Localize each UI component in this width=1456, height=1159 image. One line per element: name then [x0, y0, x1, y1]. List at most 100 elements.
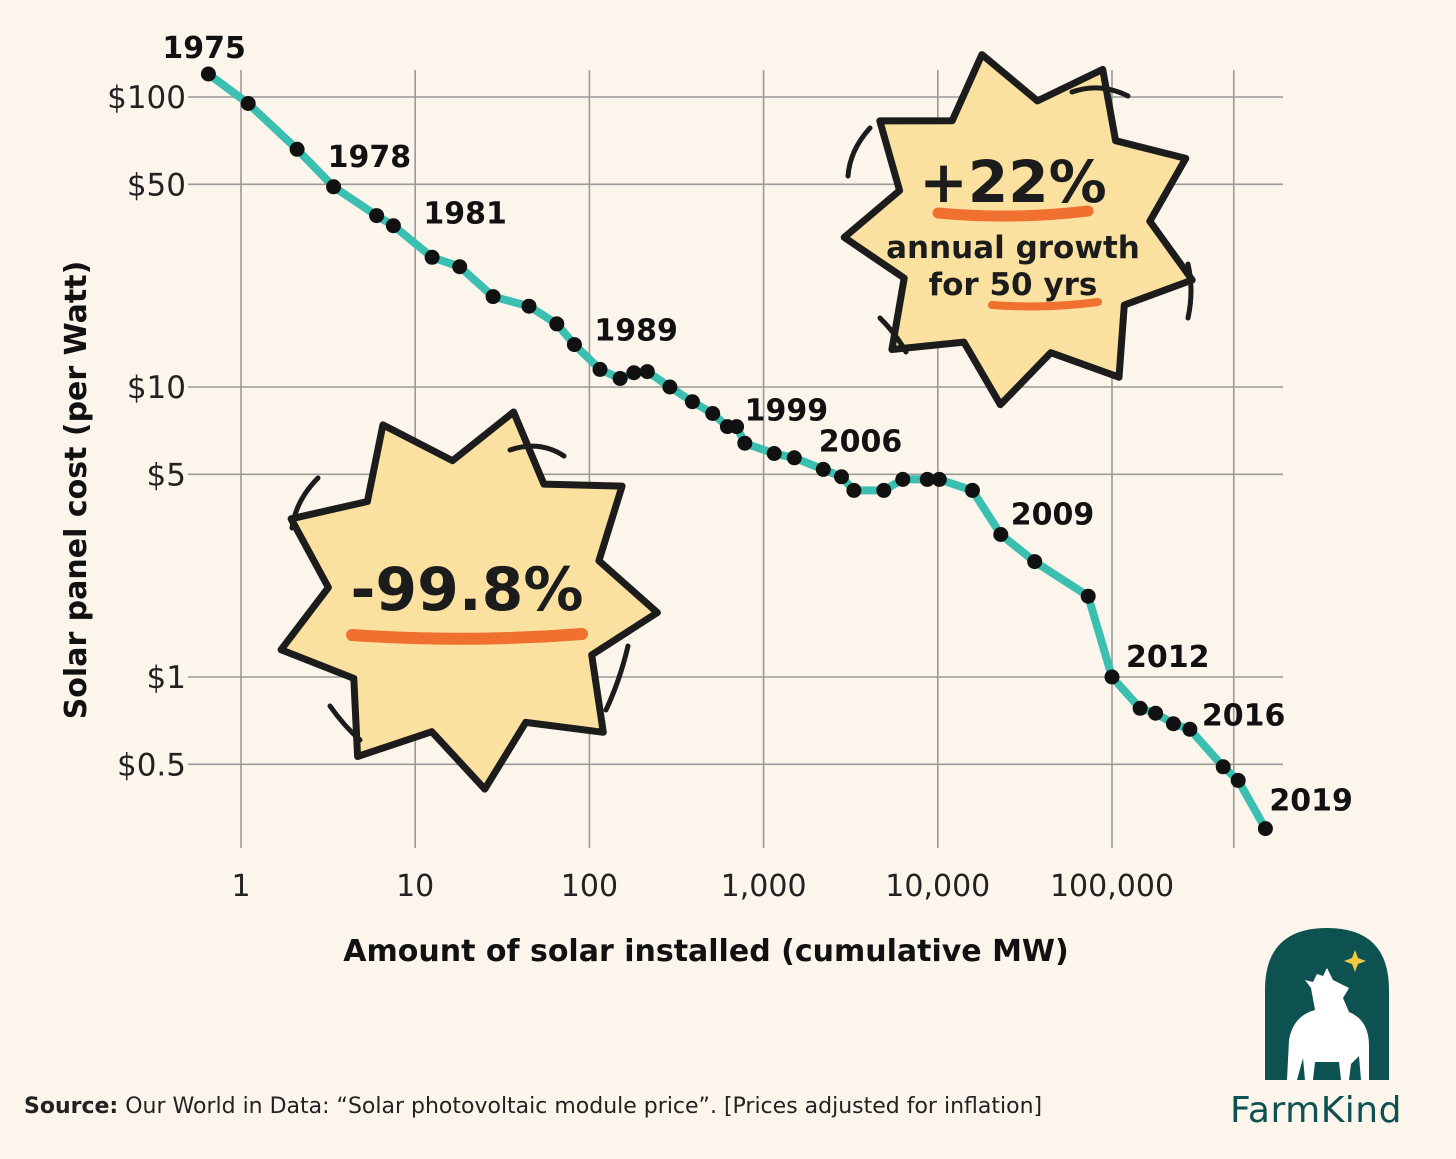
farmkind-logo [1265, 928, 1389, 1080]
growth-burst: +22% annual growth for 50 yrs [840, 51, 1196, 409]
data-point [815, 461, 831, 477]
data-point [639, 364, 655, 380]
growth-value: +22% [919, 148, 1106, 216]
data-point [424, 249, 440, 265]
y-tick-label: $50 [127, 167, 186, 203]
year-label: 1999 [745, 394, 829, 429]
x-tick-label: 10 [396, 869, 434, 904]
year-label: 1978 [328, 140, 412, 175]
data-point [766, 446, 782, 461]
x-axis-title: Amount of solar installed (cumulative MW… [343, 934, 1068, 969]
decline-burst: -99.8% [277, 408, 661, 793]
data-point [1257, 821, 1273, 837]
data-point [1182, 721, 1198, 737]
year-label: 1975 [162, 31, 246, 66]
y-tick-label: $10 [127, 370, 186, 406]
data-point [452, 259, 468, 275]
data-point [846, 482, 862, 498]
x-tick-label: 1 [231, 869, 250, 904]
data-point [1132, 700, 1148, 716]
data-point [1027, 554, 1043, 570]
accent-mark [603, 643, 631, 713]
data-point [626, 365, 642, 381]
growth-caption-prefix: for [929, 267, 980, 303]
data-point [1165, 716, 1181, 732]
data-point [895, 471, 911, 487]
data-point [612, 371, 628, 386]
accent-mark [289, 475, 321, 531]
y-tick-label: $5 [147, 457, 186, 493]
data-point [662, 379, 678, 395]
decline-value-underline [346, 628, 588, 645]
data-point [1148, 705, 1164, 721]
accent-mark [1185, 261, 1194, 321]
data-point [786, 450, 802, 466]
cow-body [1287, 968, 1369, 1080]
data-point [993, 527, 1009, 542]
series-layer [200, 66, 1273, 837]
growth-caption-line2: for 50 yrs [929, 267, 1098, 303]
year-label: 2016 [1202, 698, 1286, 733]
data-point [876, 482, 892, 498]
x-tick-label: 100,000 [1050, 869, 1174, 904]
year-label: 1989 [594, 314, 678, 349]
data-point [240, 96, 256, 111]
year-label: 1981 [423, 197, 507, 232]
y-tick-label: $0.5 [117, 747, 186, 783]
data-point [931, 471, 947, 487]
source-label: Source: [24, 1094, 119, 1119]
source-text: Our World in Data: “Solar photovoltaic m… [125, 1094, 1043, 1119]
data-point [1080, 588, 1096, 604]
source-note: Source: Our World in Data: “Solar photov… [24, 1094, 1042, 1119]
data-point [705, 406, 721, 421]
decline-burst-shape [277, 408, 661, 793]
decline-value: -99.8% [350, 555, 583, 625]
x-tick-label: 1,000 [721, 869, 807, 904]
star-icon [1344, 950, 1366, 972]
year-label: 2019 [1269, 784, 1353, 819]
data-point [549, 316, 565, 332]
accent-mark [877, 315, 909, 355]
data-point [834, 469, 849, 485]
data-point [592, 361, 608, 377]
data-point [326, 179, 342, 195]
y-tick-label: $100 [107, 80, 186, 116]
data-point [919, 471, 935, 487]
data-point [521, 298, 537, 314]
growth-caption-line1: annual growth [886, 230, 1140, 266]
year-label: 2009 [1011, 498, 1095, 533]
growth-burst-shape [840, 51, 1196, 409]
accent-mark [327, 703, 363, 743]
data-point [289, 141, 305, 157]
y-axis-title: Solar panel cost (per Watt) [59, 261, 94, 720]
growth-value-underline [932, 205, 1094, 222]
data-point [684, 394, 700, 410]
accent-mark [507, 443, 567, 459]
growth-caption-highlight: 50 yrs [989, 267, 1097, 303]
year-label: 2012 [1126, 640, 1210, 675]
data-point [485, 289, 501, 305]
data-point [385, 218, 401, 234]
data-point [964, 482, 980, 498]
growth-caption-underline [988, 298, 1102, 311]
data-point [200, 66, 216, 82]
growth-burst-accent-marks [845, 85, 1194, 355]
year-label: 2006 [819, 424, 903, 459]
data-point [737, 435, 753, 451]
x-tick-label: 10,000 [885, 869, 990, 904]
cow-icon [1287, 968, 1369, 1080]
data-point [1215, 759, 1231, 775]
x-tick-label: 100 [561, 869, 618, 904]
data-point [1104, 669, 1120, 685]
data-point [566, 337, 582, 353]
brand-name: FarmKind [1230, 1090, 1402, 1131]
decline-burst-accent-marks [289, 443, 631, 743]
data-point [1230, 772, 1246, 788]
accent-mark [1069, 85, 1131, 99]
y-tick-label: $1 [147, 660, 186, 696]
data-point [729, 419, 745, 435]
accent-mark [845, 125, 873, 179]
